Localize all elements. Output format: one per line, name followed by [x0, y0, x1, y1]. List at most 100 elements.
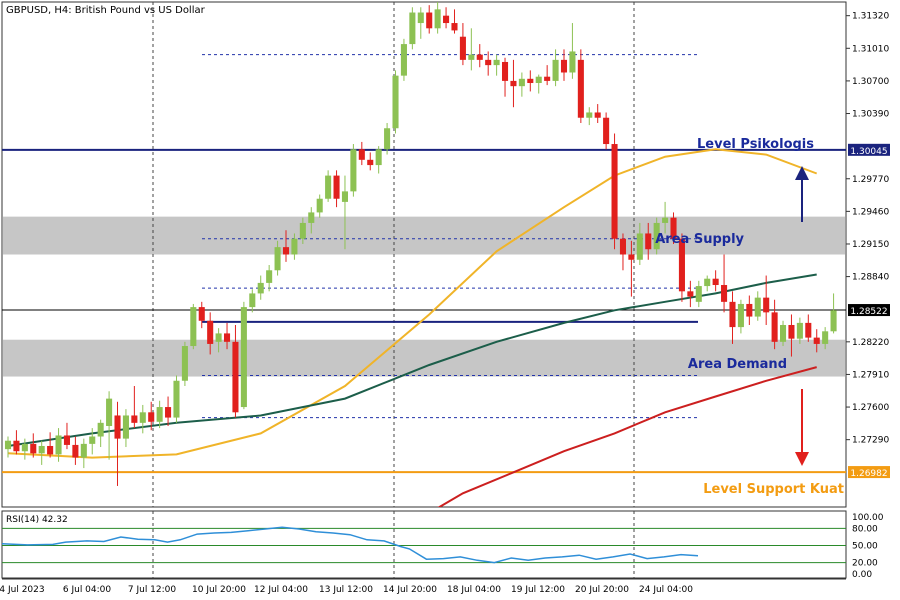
candle-body [131, 415, 138, 423]
rsi-tick-label: 100.00 [852, 513, 884, 523]
price-tag [848, 466, 890, 479]
candle [232, 324, 239, 418]
candle-body [518, 78, 525, 87]
candle [47, 432, 54, 458]
chart-title: GBPUSD, H4: British Pound vs US Dollar [6, 5, 206, 16]
candle-body [358, 149, 365, 160]
x-tick-label: 24 Jul 04:00 [639, 585, 693, 595]
price-tag [848, 143, 890, 156]
candle [721, 254, 728, 313]
candle [535, 74, 542, 94]
candle [400, 38, 407, 81]
x-tick-label: 6 Jul 04:00 [63, 585, 112, 595]
candle [89, 428, 96, 455]
candle-body [375, 149, 382, 166]
candle [678, 233, 685, 302]
candle-body [181, 346, 188, 381]
candle [409, 7, 416, 50]
candle [653, 217, 660, 255]
candle [560, 49, 568, 81]
x-tick-label: 14 Jul 20:00 [383, 585, 437, 595]
x-tick-label: 13 Jul 12:00 [319, 585, 373, 595]
candle-body [586, 112, 593, 118]
candle [729, 291, 736, 344]
candle [274, 240, 281, 276]
candle [518, 72, 525, 97]
candle-body [729, 301, 736, 328]
rsi-tick-label: 80.00 [852, 524, 878, 534]
candle-body [653, 222, 660, 250]
candle-body [443, 15, 450, 24]
candle [308, 207, 315, 234]
candle-body [577, 59, 584, 118]
candle-body [611, 144, 618, 239]
rsi-tick-label: 0.00 [852, 570, 872, 580]
candle-body [704, 278, 711, 287]
candle [788, 314, 795, 357]
candle [72, 436, 79, 465]
candle [822, 327, 829, 350]
rsi-frame [1, 510, 847, 579]
candle [712, 270, 719, 292]
candle-body [249, 293, 256, 308]
candle [181, 341, 188, 387]
candle [443, 7, 450, 29]
y-tick-label: 1.28840 [852, 273, 889, 283]
candle [114, 401, 121, 486]
candle [207, 312, 214, 355]
candle-body [190, 307, 197, 347]
y-tick-label: 1.31320 [852, 12, 889, 22]
candle [325, 170, 332, 202]
candle-body [485, 59, 492, 66]
candle [333, 170, 340, 208]
y-tick-label: 1.31010 [852, 44, 889, 54]
candle [417, 7, 424, 39]
y-tick-label: 1.27910 [852, 370, 889, 380]
candle [350, 144, 357, 197]
candle-body [662, 217, 669, 223]
candle [257, 275, 264, 300]
candle-body [535, 76, 542, 84]
candle-body [400, 44, 407, 76]
candle-body [721, 285, 728, 302]
candle [282, 230, 290, 262]
candle-body [392, 75, 399, 129]
candle-body [645, 233, 652, 250]
y-tick-label: 1.27600 [852, 403, 889, 413]
candle [190, 303, 197, 350]
price-frame [1, 1, 847, 508]
candle [13, 430, 20, 455]
candle-body [619, 238, 627, 255]
candle [510, 59, 517, 108]
candle-body [493, 59, 500, 66]
candle [737, 299, 744, 334]
annotation-level-support: Level Support Kuat [703, 482, 844, 497]
candle [392, 70, 399, 134]
candle-body [510, 80, 517, 87]
candle [687, 280, 694, 308]
candle-body [813, 337, 820, 344]
y-tick-label: 1.30390 [852, 110, 889, 120]
candle [577, 49, 584, 123]
y-tick-label: 1.30700 [852, 77, 889, 87]
candle-body [122, 415, 129, 439]
candle-body [459, 36, 466, 60]
candle-body [417, 12, 424, 24]
candle [375, 146, 382, 174]
price-tag-label: 1.26982 [850, 469, 887, 479]
candle-body [316, 198, 323, 213]
candle [38, 440, 45, 465]
price-chart: 1.30045 1.28522 1.26982 1.31320 1.31010 1.307… [1, 1, 890, 508]
candle [813, 329, 820, 353]
candle [451, 9, 458, 34]
candle [796, 317, 803, 344]
x-tick-label: 12 Jul 04:00 [254, 585, 308, 595]
candle-body [678, 238, 685, 292]
y-tick-label: 1.29770 [852, 175, 889, 185]
candle-body [501, 61, 509, 81]
candle-body [569, 51, 576, 73]
candle [771, 299, 778, 350]
candle [30, 433, 37, 458]
candle-body [106, 398, 113, 426]
